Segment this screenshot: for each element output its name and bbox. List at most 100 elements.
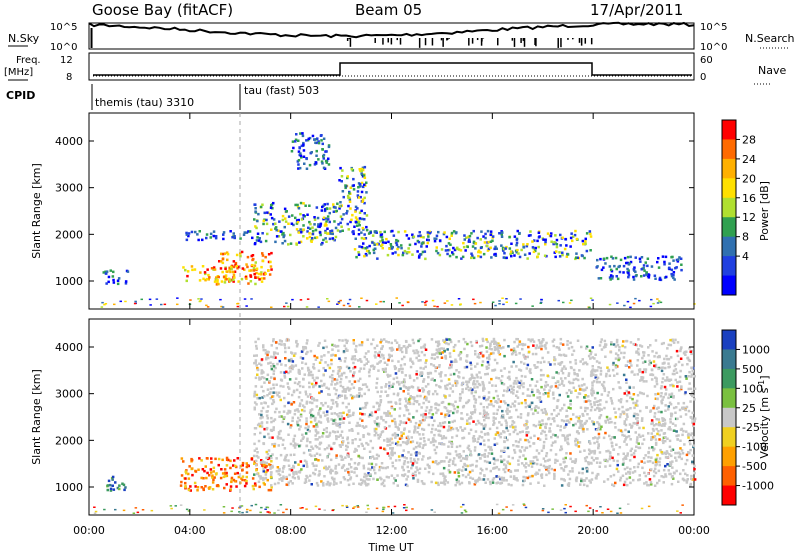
echo-cell (253, 473, 256, 476)
echo-cell (449, 428, 452, 432)
echo-cell (590, 478, 594, 481)
echo-cell (342, 388, 346, 391)
echo-cell (392, 481, 395, 485)
echo-cell (232, 280, 235, 283)
echo-cell (452, 230, 456, 233)
echo-cell (572, 378, 576, 381)
echo-cell (679, 415, 683, 418)
echo-cell (409, 402, 412, 406)
echo-cell (618, 346, 621, 349)
echo-cell (518, 255, 522, 259)
echo-cell (296, 220, 300, 224)
echo-cell (330, 406, 333, 409)
echo-cell (117, 277, 121, 280)
echo-cell (586, 484, 589, 488)
echo-cell (331, 353, 335, 357)
echo-cell (500, 476, 503, 479)
echo-cell (411, 472, 415, 476)
echo-cell (505, 298, 508, 300)
echo-cell (602, 346, 606, 349)
echo-cell (425, 416, 428, 419)
echo-cell (233, 276, 236, 279)
echo-cell (396, 440, 400, 444)
echo-cell (388, 247, 391, 250)
echo-cell (341, 385, 345, 389)
echo-cell (581, 377, 584, 381)
echo-cell (258, 396, 261, 400)
echo-cell (319, 407, 322, 410)
echo-cell (300, 468, 303, 471)
echo-cell (669, 403, 673, 406)
echo-cell (397, 455, 401, 458)
echo-cell (386, 253, 390, 257)
echo-cell (559, 377, 563, 380)
echo-cell (513, 340, 516, 344)
echo-cell (315, 445, 319, 449)
echo-cell (296, 443, 299, 446)
echo-cell (679, 447, 682, 450)
echo-cell (323, 203, 326, 206)
echo-cell (656, 397, 659, 400)
echo-cell (604, 431, 607, 435)
echo-cell (465, 380, 468, 383)
echo-cell (346, 479, 350, 482)
echo-cell (679, 349, 682, 353)
echo-cell (325, 240, 328, 243)
echo-cell (353, 471, 356, 474)
echo-cell (583, 449, 586, 452)
echo-cell (376, 362, 379, 365)
echo-cell (450, 441, 453, 445)
echo-cell (261, 406, 265, 410)
echo-cell (270, 204, 273, 207)
echo-cell (488, 347, 491, 350)
echo-cell (265, 465, 268, 468)
echo-cell (498, 405, 502, 409)
echo-cell (372, 477, 375, 481)
echo-cell (311, 134, 315, 138)
echo-cell (358, 217, 362, 220)
echo-cell (614, 345, 618, 348)
echo-cell (623, 480, 627, 484)
echo-cell (506, 412, 509, 415)
echo-cell (340, 417, 344, 421)
echo-cell (472, 381, 475, 384)
power-panel-frame (88, 112, 695, 310)
echo-cell (329, 470, 332, 473)
echo-cell (481, 454, 484, 457)
echo-cell (351, 439, 354, 442)
echo-cell (336, 430, 339, 434)
echo-cell (449, 340, 453, 344)
echo-cell (382, 357, 385, 360)
echo-cell (306, 439, 309, 443)
echo-cell (603, 480, 606, 483)
echo-cell (402, 468, 405, 472)
echo-cell (250, 458, 254, 461)
echo-cell (650, 456, 653, 459)
echo-cell (353, 365, 357, 369)
echo-cell (462, 337, 466, 341)
echo-cell (465, 365, 469, 369)
echo-cell (514, 249, 518, 253)
echo-cell (256, 373, 259, 376)
echo-cell (416, 388, 420, 392)
echo-cell (435, 352, 438, 355)
echo-cell (448, 458, 452, 462)
echo-cell (360, 343, 364, 347)
echo-cell (301, 367, 304, 370)
echo-cell (614, 352, 618, 355)
echo-cell (469, 450, 472, 453)
echo-cell (283, 404, 286, 408)
echo-cell (265, 356, 268, 360)
echo-cell (569, 366, 573, 369)
echo-cell (682, 401, 686, 405)
echo-cell (265, 357, 268, 361)
echo-cell (538, 235, 541, 238)
echo-cell (225, 278, 228, 281)
echo-cell (478, 476, 481, 480)
echo-cell (417, 339, 420, 343)
echo-cell (253, 395, 256, 398)
echo-cell (534, 409, 537, 412)
echo-cell (359, 407, 362, 410)
echo-cell (558, 353, 561, 357)
echo-cell (683, 350, 686, 354)
